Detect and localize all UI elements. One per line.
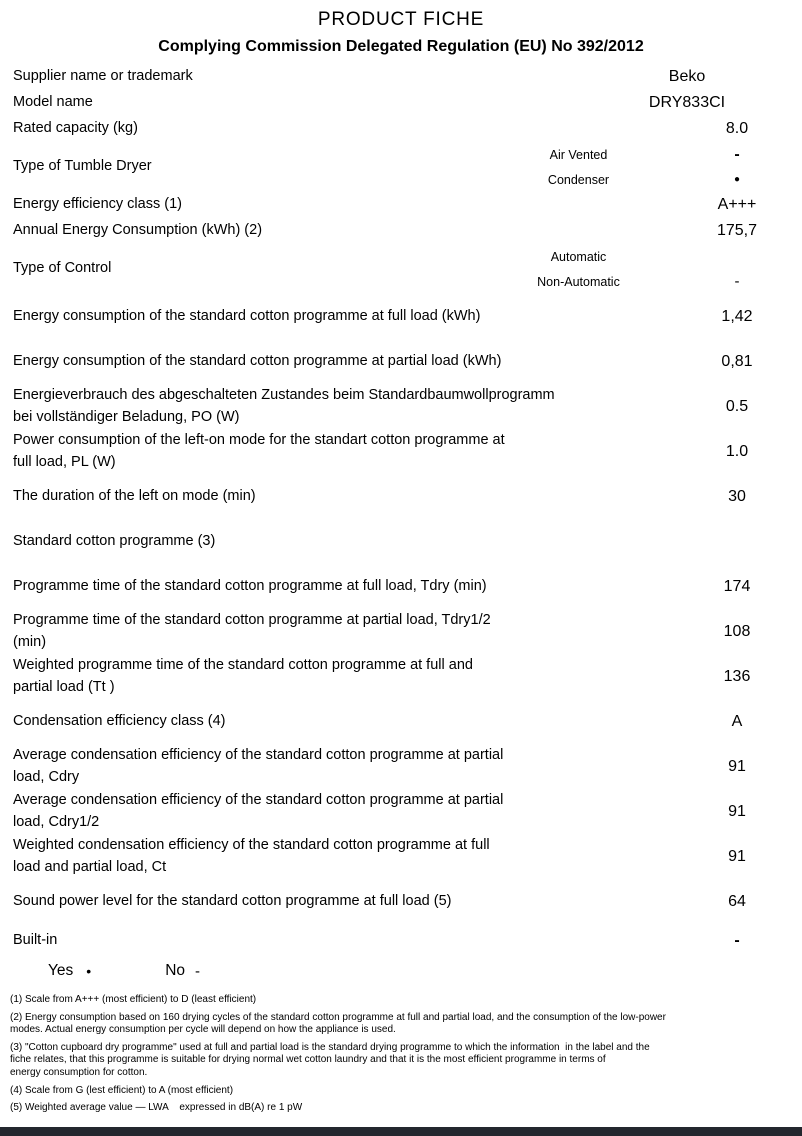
- row-sub-options: Automatic Non-Automatic -: [497, 244, 802, 294]
- fiche-row: Condensation efficiency class (4) A: [0, 699, 802, 744]
- sub-option-row: Non-Automatic -: [497, 269, 802, 294]
- row-label: Weighted programme time of the standard …: [13, 657, 473, 695]
- row-label: Type of Tumble Dryer: [13, 158, 152, 175]
- row-label: Average condensation efficiency of the s…: [13, 792, 504, 830]
- row-label: Annual Energy Consumption (kWh) (2): [13, 222, 263, 239]
- row-value: 174: [723, 577, 751, 595]
- page-title: PRODUCT FICHE: [317, 9, 485, 30]
- fiche-row: Programme time of the standard cotton pr…: [0, 564, 802, 609]
- sub-option-row: Automatic: [497, 244, 802, 269]
- row-label: Average condensation efficiency of the s…: [13, 747, 504, 785]
- dash-marker: -: [195, 962, 201, 980]
- fiche-row: Weighted programme time of the standard …: [0, 654, 802, 699]
- row-label: Rated capacity (kg): [13, 120, 138, 137]
- row-value: 91: [728, 757, 746, 775]
- row-value: 0.5: [725, 397, 749, 415]
- fiche-row: Programme time of the standard cotton pr…: [0, 609, 802, 654]
- fiche-row: Model name DRY833CI: [0, 90, 802, 116]
- row-label: Programme time of the standard cotton pr…: [13, 577, 487, 594]
- builtin-legend: Yes • No -: [48, 960, 802, 982]
- fiche-row: Average condensation efficiency of the s…: [0, 789, 802, 834]
- bold-dash-marker: -: [734, 932, 740, 949]
- sub-option-label: Condenser: [547, 172, 610, 187]
- fiche-row: The duration of the left on mode (min) 3…: [0, 474, 802, 519]
- legend-yes-label: Yes: [48, 962, 74, 979]
- row-label: Energieverbrauch des abgeschalteten Zust…: [13, 387, 555, 425]
- row-label: Type of Control: [13, 260, 112, 277]
- sub-option-row: Condenser ●: [497, 167, 802, 192]
- fiche-row: Power consumption of the left-on mode fo…: [0, 429, 802, 474]
- row-label: The duration of the left on mode (min): [13, 487, 256, 504]
- sub-option-row: Air Vented -: [497, 142, 802, 167]
- footnote: (5) Weighted average value — LWA express…: [10, 1102, 303, 1114]
- footnote: (3) "Cotton cupboard dry programme" used…: [10, 1041, 650, 1078]
- row-value: 30: [728, 487, 746, 505]
- row-value: A: [731, 712, 743, 730]
- fiche-row: Energy consumption of the standard cotto…: [0, 339, 802, 384]
- row-value: 91: [728, 802, 746, 820]
- row-value: Beko: [668, 68, 706, 85]
- row-value: 0,81: [721, 352, 753, 370]
- row-value: 1,42: [721, 307, 753, 325]
- footnote: (2) Energy consumption based on 160 dryi…: [10, 1011, 666, 1036]
- footnote: (1) Scale from A+++ (most efficient) to …: [10, 994, 257, 1005]
- row-label: Energy consumption of the standard cotto…: [13, 307, 481, 324]
- row-sub-options: Air Vented - Condenser ●: [497, 142, 802, 192]
- row-value: 136: [723, 667, 751, 685]
- page-bottom-border: [0, 1127, 802, 1136]
- row-label: Sound power level for the standard cotto…: [13, 892, 452, 909]
- dot-marker: ●: [733, 174, 741, 185]
- fiche-row: Energy consumption of the standard cotto…: [0, 294, 802, 339]
- fiche-row: Type of Control Automatic Non-Automatic …: [0, 244, 802, 294]
- footnote: (4) Scale from G (lest efficient) to A (…: [10, 1084, 234, 1096]
- row-label: Power consumption of the left-on mode fo…: [13, 432, 505, 470]
- fiche-row: Annual Energy Consumption (kWh) (2) 175,…: [0, 218, 802, 244]
- row-value: 1.0: [725, 442, 749, 460]
- row-value: 108: [723, 622, 751, 640]
- fiche-row: Energieverbrauch des abgeschalteten Zust…: [0, 384, 802, 429]
- row-label: Model name: [13, 94, 93, 111]
- fiche-row: Type of Tumble Dryer Air Vented - Conden…: [0, 142, 802, 192]
- row-value: DRY833CI: [648, 94, 726, 111]
- fiche-row: Weighted condensation efficiency of the …: [0, 834, 802, 879]
- row-label: Built-in: [13, 932, 58, 949]
- bold-dash-marker: -: [734, 145, 740, 163]
- hyphen-marker: -: [734, 273, 740, 290]
- row-label: Standard cotton programme (3): [13, 532, 216, 549]
- row-value: 175,7: [716, 222, 758, 239]
- fiche-row: Rated capacity (kg) 8.0: [0, 116, 802, 142]
- fiche-row: Standard cotton programme (3): [0, 519, 802, 564]
- row-label: Energy consumption of the standard cotto…: [13, 352, 502, 369]
- row-label: Programme time of the standard cotton pr…: [13, 612, 491, 650]
- legend-no-label: No: [165, 962, 186, 979]
- fiche-row: Energy efficiency class (1) A+++: [0, 192, 802, 218]
- row-label: Weighted condensation efficiency of the …: [13, 837, 490, 875]
- sub-option-label: Air Vented: [549, 147, 608, 162]
- row-value: A+++: [717, 196, 757, 213]
- row-value: 64: [728, 892, 746, 910]
- fiche-row: Built-in -: [0, 924, 802, 958]
- row-label: Energy efficiency class (1): [13, 196, 182, 213]
- row-value: 8.0: [725, 120, 749, 137]
- row-value: 91: [728, 847, 746, 865]
- dot-marker: •: [86, 963, 92, 979]
- fiche-row: Supplier name or trademark Beko: [0, 64, 802, 90]
- row-label: Supplier name or trademark: [13, 68, 193, 85]
- row-label: Condensation efficiency class (4): [13, 712, 226, 729]
- sub-option-label: Non-Automatic: [537, 274, 620, 289]
- page-subtitle: Complying Commission Delegated Regulatio…: [158, 38, 644, 55]
- footnotes: (1) Scale from A+++ (most efficient) to …: [10, 994, 802, 1115]
- sub-option-label: Automatic: [550, 249, 607, 264]
- fiche-rows: Supplier name or trademark Beko Model na…: [0, 64, 802, 958]
- fiche-row: Average condensation efficiency of the s…: [0, 744, 802, 789]
- fiche-row: Sound power level for the standard cotto…: [0, 879, 802, 924]
